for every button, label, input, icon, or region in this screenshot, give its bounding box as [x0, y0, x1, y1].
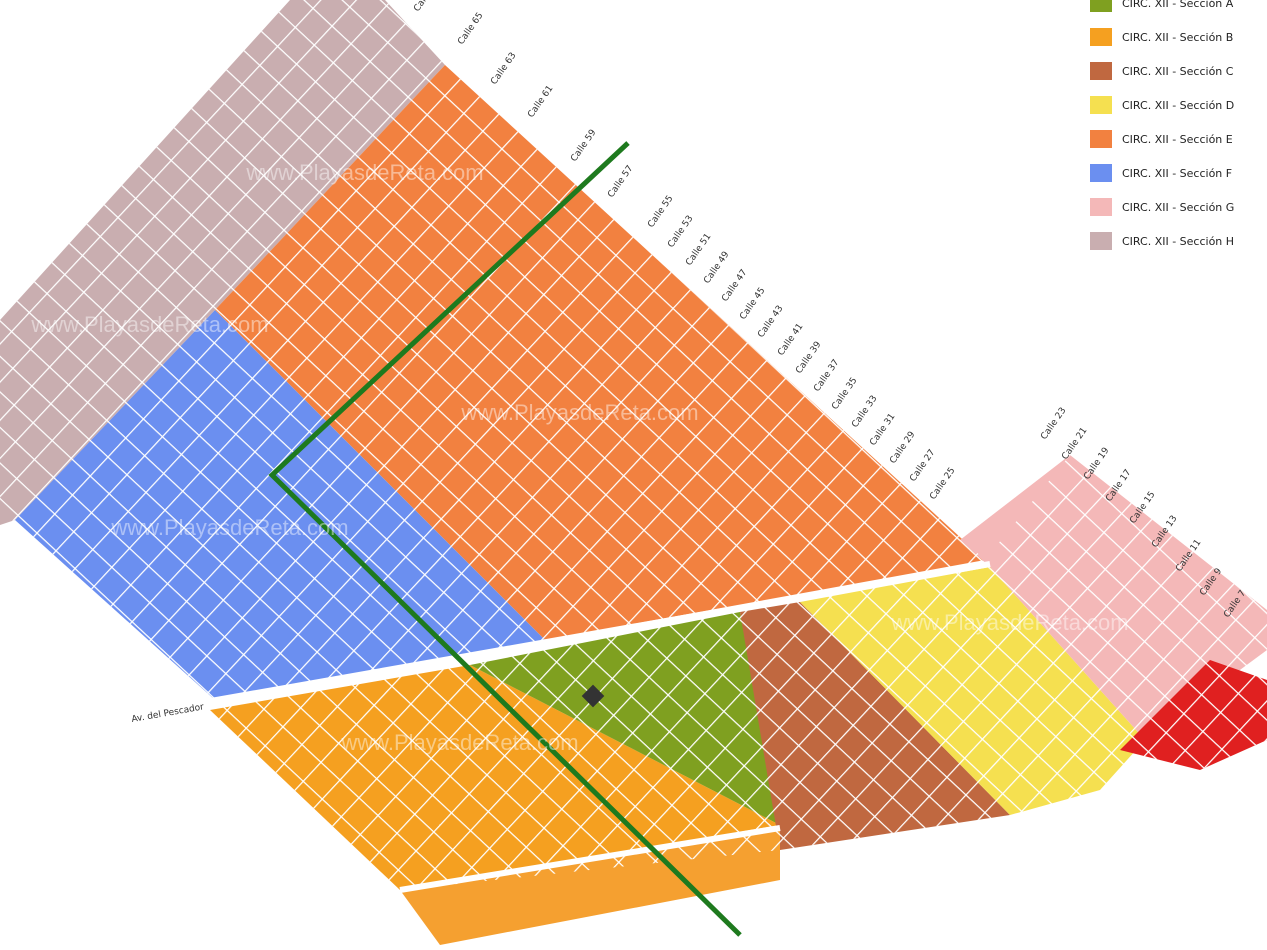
avenue-road	[204, 561, 991, 705]
street-label: Calle 37	[812, 358, 841, 394]
street-label: Calle 27	[908, 448, 937, 484]
legend-label: CIRC. XII - Sección C	[1122, 65, 1234, 78]
street-label: Calle 61	[526, 84, 555, 120]
legend-swatch	[1090, 198, 1112, 216]
street-label: Calle 63	[489, 51, 518, 87]
watermark: www.PlayasdeReta.com	[110, 515, 348, 540]
legend-swatch	[1090, 130, 1112, 148]
road	[399, 825, 781, 893]
watermark: www.PlayasdeReta.com	[30, 312, 268, 337]
legend-label: CIRC. XII - Sección E	[1122, 133, 1233, 146]
street-label: Calle 49	[702, 250, 731, 286]
legend-swatch	[1090, 62, 1112, 80]
street-label: Calle 35	[830, 376, 859, 412]
street-label: Calle 47	[720, 268, 749, 304]
legend-swatch	[1090, 232, 1112, 250]
legend-label: CIRC. XII - Sección G	[1122, 201, 1234, 214]
legend-swatch	[1090, 96, 1112, 114]
street-label: Calle 23	[1039, 406, 1068, 442]
street-label: Calle 57	[606, 164, 635, 200]
legend-label: CIRC. XII - Sección F	[1122, 167, 1232, 180]
legend-label: CIRC. XII - Sección H	[1122, 235, 1234, 248]
legend-swatch	[1090, 28, 1112, 46]
street-label: Calle 67	[412, 0, 441, 14]
street-label: Calle 31	[868, 412, 897, 448]
street-label: Calle 29	[888, 430, 917, 466]
route	[268, 141, 742, 937]
street-label: Calle 25	[928, 466, 957, 502]
street-label: Calle 55	[646, 194, 675, 230]
street-label: Calle 53	[666, 214, 695, 250]
street-label: Calle 43	[756, 304, 785, 340]
street-label: Calle 21	[1060, 426, 1089, 462]
avenue-label: Av. del Pescador	[131, 702, 205, 725]
legend: CIRC. XII - Sección A CIRC. XII - Sección…	[1090, 0, 1234, 250]
watermark: www.PlayasdeReta.com	[340, 730, 578, 755]
street-label: Calle 39	[794, 340, 823, 376]
street-label: Calle 51	[684, 232, 713, 268]
street-label: Calle 33	[850, 394, 879, 430]
legend-swatch	[1090, 0, 1112, 12]
legend-label: CIRC. XII - Sección A	[1122, 0, 1234, 10]
legend-label: CIRC. XII - Sección D	[1122, 99, 1234, 112]
watermark: www.PlayasdeReta.com	[460, 400, 698, 425]
watermark: www.PlayasdeReta.com	[890, 610, 1128, 635]
grid-overlay	[0, 0, 1267, 890]
street-label: Calle 45	[738, 286, 767, 322]
watermark: www.PlayasdeReta.com	[245, 160, 483, 185]
legend-label: CIRC. XII - Sección B	[1122, 31, 1233, 44]
street-label: Calle 41	[776, 322, 805, 358]
street-label: Calle 65	[456, 11, 485, 47]
legend-swatch	[1090, 164, 1112, 182]
plaza	[581, 684, 605, 708]
street-label: Calle 59	[569, 128, 598, 164]
